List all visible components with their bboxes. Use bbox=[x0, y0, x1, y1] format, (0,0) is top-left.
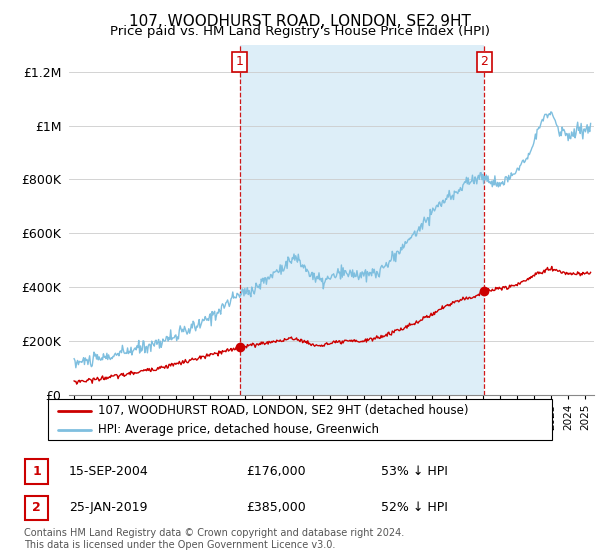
Text: 52% ↓ HPI: 52% ↓ HPI bbox=[381, 501, 448, 515]
Bar bbox=[239, 45, 484, 395]
Text: 2: 2 bbox=[481, 55, 488, 68]
Text: £385,000: £385,000 bbox=[246, 501, 306, 515]
Text: Contains HM Land Registry data © Crown copyright and database right 2024.
This d: Contains HM Land Registry data © Crown c… bbox=[24, 528, 404, 550]
Text: 2: 2 bbox=[32, 501, 41, 515]
Text: 53% ↓ HPI: 53% ↓ HPI bbox=[381, 465, 448, 478]
Text: 25-JAN-2019: 25-JAN-2019 bbox=[69, 501, 148, 515]
Text: Price paid vs. HM Land Registry's House Price Index (HPI): Price paid vs. HM Land Registry's House … bbox=[110, 25, 490, 38]
Text: £176,000: £176,000 bbox=[246, 465, 305, 478]
Text: HPI: Average price, detached house, Greenwich: HPI: Average price, detached house, Gree… bbox=[98, 423, 379, 436]
Text: 107, WOODHURST ROAD, LONDON, SE2 9HT: 107, WOODHURST ROAD, LONDON, SE2 9HT bbox=[129, 14, 471, 29]
Text: 1: 1 bbox=[236, 55, 244, 68]
Text: 1: 1 bbox=[32, 465, 41, 478]
Text: 15-SEP-2004: 15-SEP-2004 bbox=[69, 465, 149, 478]
Text: 107, WOODHURST ROAD, LONDON, SE2 9HT (detached house): 107, WOODHURST ROAD, LONDON, SE2 9HT (de… bbox=[98, 404, 469, 417]
